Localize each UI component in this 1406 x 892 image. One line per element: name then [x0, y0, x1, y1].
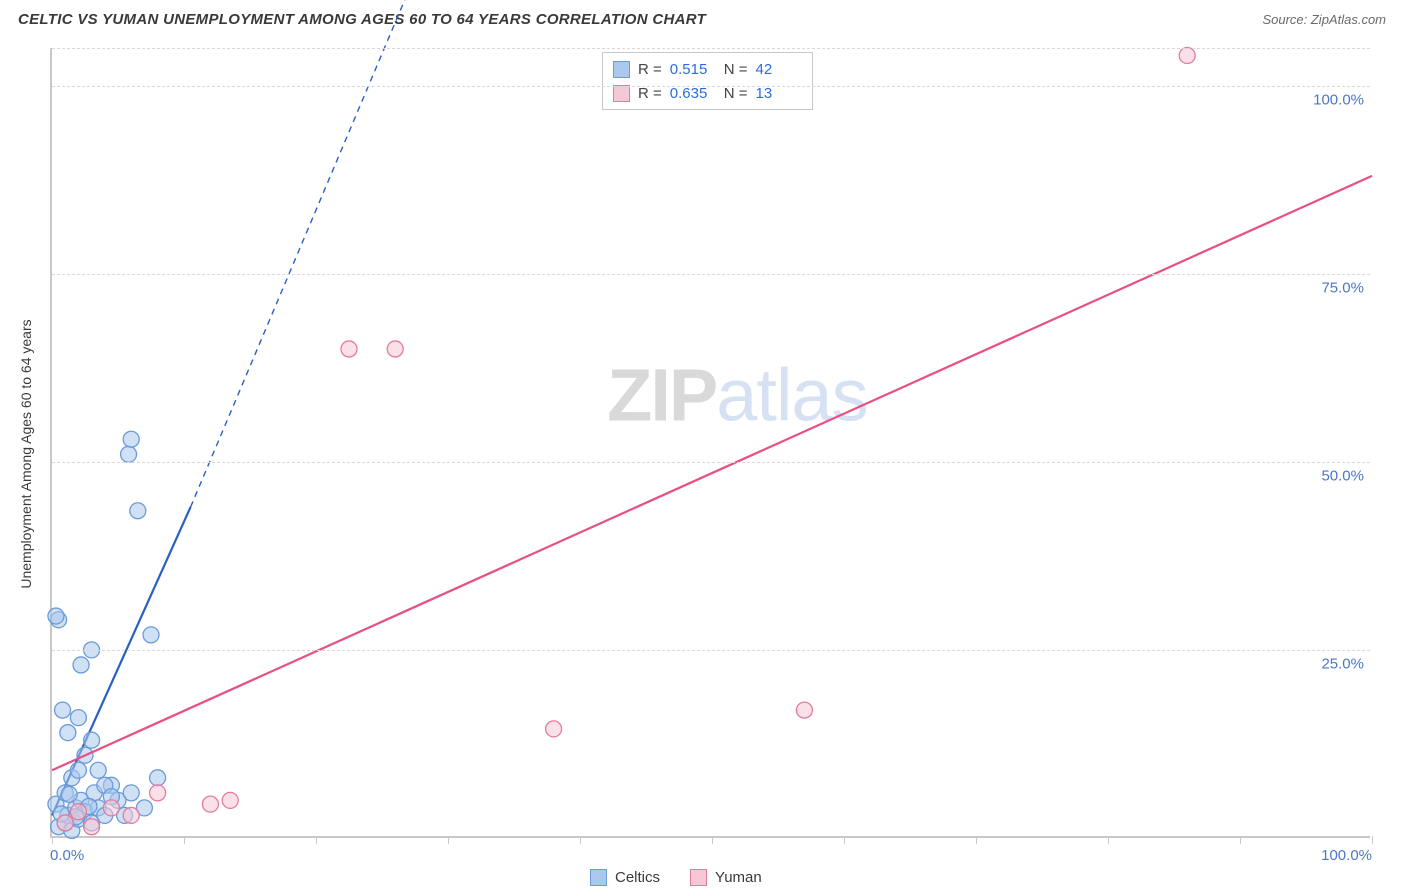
legend-row: R = 0.635 N = 13 — [613, 81, 802, 105]
data-point — [150, 785, 166, 801]
y-tick-label: 50.0% — [1321, 467, 1364, 484]
data-point — [202, 796, 218, 812]
legend-swatch — [613, 61, 630, 78]
gridline — [52, 274, 1370, 275]
data-point — [1179, 48, 1195, 64]
x-tick — [184, 836, 185, 844]
legend-n-label: N = — [724, 85, 748, 102]
legend-swatch — [590, 869, 607, 886]
x-tick — [844, 836, 845, 844]
data-point — [60, 725, 76, 741]
legend-n-value: 42 — [756, 61, 802, 78]
data-point — [121, 446, 137, 462]
data-point — [84, 732, 100, 748]
data-point — [103, 800, 119, 816]
gridline — [52, 650, 1370, 651]
data-point — [130, 503, 146, 519]
data-point — [222, 792, 238, 808]
x-tick — [448, 836, 449, 844]
legend-r-value: 0.515 — [670, 61, 716, 78]
legend-swatch — [690, 869, 707, 886]
data-point — [84, 819, 100, 835]
legend-series-label: Yuman — [715, 869, 762, 886]
x-tick — [1372, 836, 1373, 844]
legend-row: R = 0.515 N = 42 — [613, 57, 802, 81]
trend-line — [52, 176, 1372, 770]
legend-swatch — [613, 85, 630, 102]
series-legend: Celtics Yuman — [590, 869, 762, 886]
x-tick — [580, 836, 581, 844]
chart-plot-area: ZIPatlas R = 0.515 N = 42 R = 0.635 N = … — [50, 48, 1370, 838]
data-point — [143, 627, 159, 643]
data-point — [123, 807, 139, 823]
data-point — [73, 657, 89, 673]
data-point — [90, 762, 106, 778]
legend-series-label: Celtics — [615, 869, 660, 886]
legend-n-value: 13 — [756, 85, 802, 102]
data-point — [150, 770, 166, 786]
x-tick — [976, 836, 977, 844]
legend-series-item: Yuman — [690, 869, 762, 886]
scatter-svg — [52, 48, 1370, 836]
x-tick — [1108, 836, 1109, 844]
x-tick-label: 100.0% — [1321, 847, 1372, 864]
data-point — [57, 815, 73, 831]
chart-source: Source: ZipAtlas.com — [1262, 12, 1386, 27]
x-tick-label: 0.0% — [50, 847, 84, 864]
correlation-legend: R = 0.515 N = 42 R = 0.635 N = 13 — [602, 52, 813, 110]
data-point — [55, 702, 71, 718]
data-point — [48, 608, 64, 624]
gridline — [52, 462, 1370, 463]
legend-r-label: R = — [638, 61, 662, 78]
x-tick — [52, 836, 53, 844]
data-point — [796, 702, 812, 718]
y-tick-label: 25.0% — [1321, 655, 1364, 672]
data-point — [70, 804, 86, 820]
data-point — [123, 431, 139, 447]
data-point — [61, 786, 77, 802]
gridline — [52, 48, 1370, 49]
y-tick-label: 100.0% — [1313, 91, 1364, 108]
data-point — [70, 762, 86, 778]
data-point — [387, 341, 403, 357]
x-tick — [1240, 836, 1241, 844]
legend-r-label: R = — [638, 85, 662, 102]
legend-r-value: 0.635 — [670, 85, 716, 102]
y-axis-label: Unemployment Among Ages 60 to 64 years — [18, 319, 34, 588]
data-point — [546, 721, 562, 737]
data-point — [341, 341, 357, 357]
chart-title: CELTIC VS YUMAN UNEMPLOYMENT AMONG AGES … — [18, 11, 706, 28]
gridline — [52, 86, 1370, 87]
legend-n-label: N = — [724, 61, 748, 78]
x-tick — [316, 836, 317, 844]
data-point — [70, 710, 86, 726]
y-tick-label: 75.0% — [1321, 279, 1364, 296]
chart-header: CELTIC VS YUMAN UNEMPLOYMENT AMONG AGES … — [0, 0, 1406, 38]
trend-line-dash — [191, 0, 448, 507]
legend-series-item: Celtics — [590, 869, 660, 886]
x-tick — [712, 836, 713, 844]
data-point — [123, 785, 139, 801]
